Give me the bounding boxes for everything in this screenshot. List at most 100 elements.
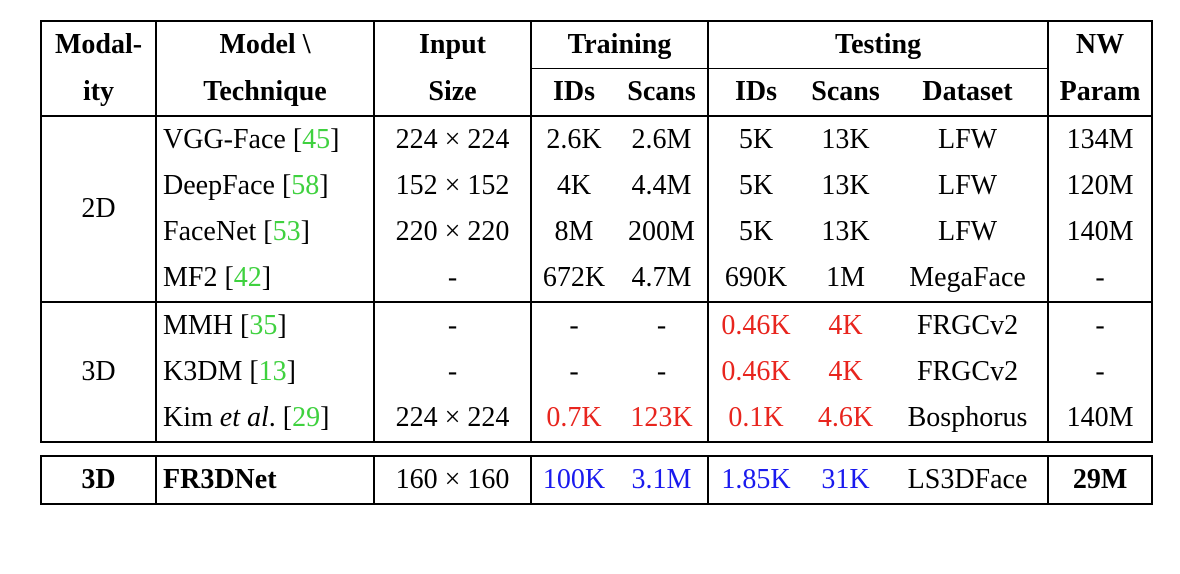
model-cell: FaceNet [53] [156,209,375,255]
nw-param-cell: 134M [1048,116,1154,163]
header-modality-2: ity [40,68,157,117]
test-scans-cell: 13K [821,170,870,201]
train-ids-cell: - [569,356,579,387]
comparison-table: Modal- Model \ Input Training Testing NW… [40,20,1154,505]
test-ids-cell: 0.1K [708,395,804,443]
table-row-ours: 3D FR3DNet 160 × 160 100K 3.1M 1.85K 31K… [40,455,1154,505]
model-cell: Kim et al. [29] [156,395,375,443]
test-ids-cell: 5K [738,170,774,201]
test-scans-cell: 1M [803,255,889,303]
model-cell: FR3DNet [156,455,375,505]
spacer-row [41,442,1152,456]
train-scans-cell: 2.6M [616,116,710,163]
test-scans-cell: 13K [821,124,870,155]
test-ids-cell: 0.46K [721,310,791,341]
train-scans-cell: 200M [616,209,710,255]
nw-param-cell: - [1048,255,1154,303]
table-row: 3D MMH [35] - - - 0.46K 4K FRGCv2 - [40,302,1154,443]
table-row: MF2 [42] - 672K 4.7M 690K 1M MegaFace - [41,255,1154,303]
nw-param-cell: 29M [1048,455,1154,505]
model-name: FaceNet [163,216,257,247]
train-ids-cell: 4K [556,170,592,201]
header-train-ids: IDs [531,68,616,117]
nw-param-cell: 140M [1048,209,1154,255]
model-name: DeepFace [163,170,275,201]
header-nw-2: Param [1048,68,1154,117]
test-scans-cell: 13K [821,216,870,247]
header-input-2: Size [374,68,532,117]
dataset-cell: FRGCv2 [888,349,1050,395]
header-nw-1: NW [1048,20,1154,69]
header-row-1: Modal- Model \ Input Training Testing NW [40,20,1154,69]
header-training: Training [531,20,710,69]
header-test-ids: IDs [708,68,804,117]
citation-link[interactable]: 42 [233,262,262,293]
train-ids-cell: 672K [531,255,616,303]
train-ids-cell: - [569,310,579,341]
test-scans-cell: 31K [803,455,889,505]
header-model-2: Technique [156,68,375,117]
model-name: VGG-Face [163,124,286,155]
dataset-cell: LS3DFace [888,455,1050,505]
test-ids-cell: 1.85K [708,455,804,505]
modality-cell: 3D [40,455,157,505]
test-ids-cell: 690K [708,255,804,303]
model-cell: DeepFace [58] [156,163,375,209]
model-cell: VGG-Face [45] [156,116,375,163]
header-row-2: ity Technique Size IDs Scans IDs Scans D… [40,68,1154,117]
train-ids-cell: 0.7K [531,395,616,443]
train-scans-cell: 3.1M [616,455,710,505]
header-test-scans: Scans [803,68,889,117]
dataset-cell: FRGCv2 [888,302,1050,349]
test-ids-cell: 5K [738,124,774,155]
model-name: Kim [163,402,213,433]
test-ids-cell: 0.46K [721,356,791,387]
modality-cell: 2D [40,116,157,303]
input-size-cell: 220 × 220 [374,209,532,255]
model-name: K3DM [163,356,243,387]
model-name-tail: . [268,402,276,433]
citation-link[interactable]: 45 [302,124,331,155]
header-test-dataset: Dataset [888,68,1050,117]
dataset-cell: LFW [888,116,1050,163]
train-scans-cell: 123K [616,395,710,443]
citation-link[interactable]: 29 [292,402,321,433]
table-row: DeepFace [58] 152 × 152 4K 4.4M 5K 13K L… [41,163,1154,209]
test-scans-cell: 4K [828,356,863,387]
header-modality-1: Modal- [40,20,157,69]
comparison-table-figure: Modal- Model \ Input Training Testing NW… [40,20,1154,505]
table-row: 2D VGG-Face [45] 224 × 224 2.6K 2.6M 5K … [40,116,1154,303]
citation-link[interactable]: 58 [291,170,320,201]
table-row: FaceNet [53] 220 × 220 8M 200M 5K 13K LF… [41,209,1154,255]
train-scans-cell: - [616,349,710,395]
model-cell: MMH [35] [156,302,375,349]
train-ids-cell: 8M [554,216,594,247]
model-name: MF2 [163,262,218,293]
citation-link[interactable]: 13 [258,356,287,387]
modality-cell: 3D [40,302,157,443]
test-ids-cell: 5K [738,216,774,247]
input-size-cell: 224 × 224 [374,116,532,163]
dataset-cell: Bosphorus [888,395,1050,443]
header-input-1: Input [374,20,532,69]
citation-link[interactable]: 35 [249,310,278,341]
input-size-cell: - [374,302,532,349]
test-scans-cell: 4.6K [803,395,889,443]
citation-link[interactable]: 53 [272,216,301,247]
model-name: MMH [163,310,234,341]
header-train-scans: Scans [616,68,710,117]
test-scans-cell: 4K [828,310,863,341]
nw-param-cell: 140M [1048,395,1154,443]
table-row: Kim et al. [29] 224 × 224 0.7K 123K 0.1K… [41,395,1154,443]
input-size-cell: - [374,255,532,303]
input-size-cell: 224 × 224 [374,395,532,443]
train-scans-cell: - [616,302,710,349]
nw-param-cell: - [1048,349,1154,395]
train-scans-cell: 4.4M [616,163,710,209]
model-cell: MF2 [42] [156,255,375,303]
dataset-cell: LFW [888,209,1050,255]
train-ids-cell: 100K [531,455,616,505]
header-testing: Testing [708,20,1050,69]
model-cell: K3DM [13] [156,349,375,395]
input-size-cell: - [374,349,532,395]
